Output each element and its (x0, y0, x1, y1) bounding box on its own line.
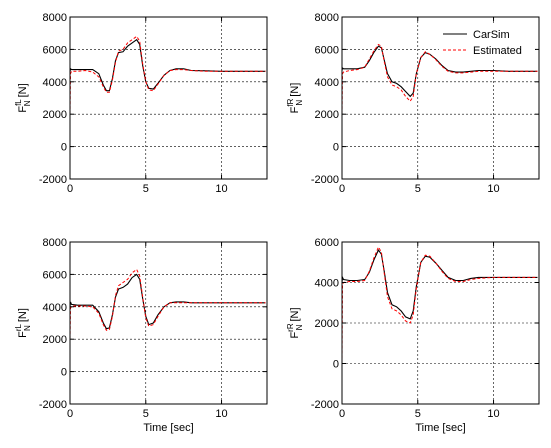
x-tick-label: 0 (67, 183, 73, 195)
x-tick-label: 0 (67, 408, 73, 420)
y-tick-label: 4000 (43, 77, 67, 89)
y-tick-label: -2000 (311, 399, 339, 411)
y-tick-label: -2000 (39, 399, 67, 411)
x-tick-label: 0 (339, 408, 345, 420)
legend: CarSim Estimated (439, 23, 535, 59)
y-tick-label: 0 (333, 142, 339, 154)
plot-area (70, 242, 267, 404)
x-axis-label: Time [sec] (143, 422, 193, 434)
legend-label-carsim: CarSim (473, 29, 510, 41)
y-tick-label: 6000 (315, 44, 339, 56)
y-tick-label: 4000 (43, 302, 67, 314)
y-tick-label: 8000 (315, 12, 339, 24)
y-axis-label: FfRN [N] (286, 83, 304, 114)
y-tick-label: 0 (333, 359, 339, 371)
y-axis-label: FrLN [N] (14, 308, 32, 338)
y-tick-label: 8000 (43, 12, 67, 24)
y-tick-label: 6000 (43, 44, 67, 56)
series-line-estimated (341, 43, 538, 115)
x-tick-label: 10 (215, 408, 227, 420)
series-line-estimated (69, 268, 266, 340)
y-axis-label: FfLN [N] (14, 83, 32, 112)
y-tick-label: 0 (61, 367, 67, 379)
axes-frame (69, 241, 268, 405)
x-axis-label: Time [sec] (415, 422, 465, 434)
legend-label-estimated: Estimated (473, 45, 522, 57)
y-axis-label: FrRN [N] (286, 307, 304, 338)
plot-area (70, 17, 267, 179)
axes-frame (69, 16, 268, 180)
x-tick-label: 5 (143, 408, 149, 420)
x-tick-label: 5 (143, 183, 149, 195)
y-tick-label: 2000 (315, 109, 339, 121)
x-tick-label: 5 (415, 183, 421, 195)
series-line-estimated (341, 245, 538, 364)
y-tick-label: 2000 (43, 334, 67, 346)
y-tick-label: 2000 (43, 109, 67, 121)
y-tick-label: 0 (61, 142, 67, 154)
series-line-estimated (69, 35, 266, 115)
series-line-carsim (69, 273, 266, 330)
x-tick-label: 10 (487, 408, 499, 420)
axes-frame (341, 16, 540, 180)
y-tick-label: -2000 (39, 174, 67, 186)
legend-box (439, 23, 535, 59)
y-tick-label: 8000 (43, 237, 67, 249)
x-tick-label: 10 (215, 183, 227, 195)
y-tick-label: -2000 (311, 174, 339, 186)
x-tick-label: 10 (487, 183, 499, 195)
series-line-carsim (69, 38, 266, 92)
y-tick-label: 4000 (315, 278, 339, 290)
y-tick-label: 6000 (315, 237, 339, 249)
y-tick-label: 2000 (315, 318, 339, 330)
y-tick-label: 4000 (315, 77, 339, 89)
y-tick-label: 6000 (43, 269, 67, 281)
x-tick-label: 0 (339, 183, 345, 195)
x-tick-label: 5 (415, 408, 421, 420)
